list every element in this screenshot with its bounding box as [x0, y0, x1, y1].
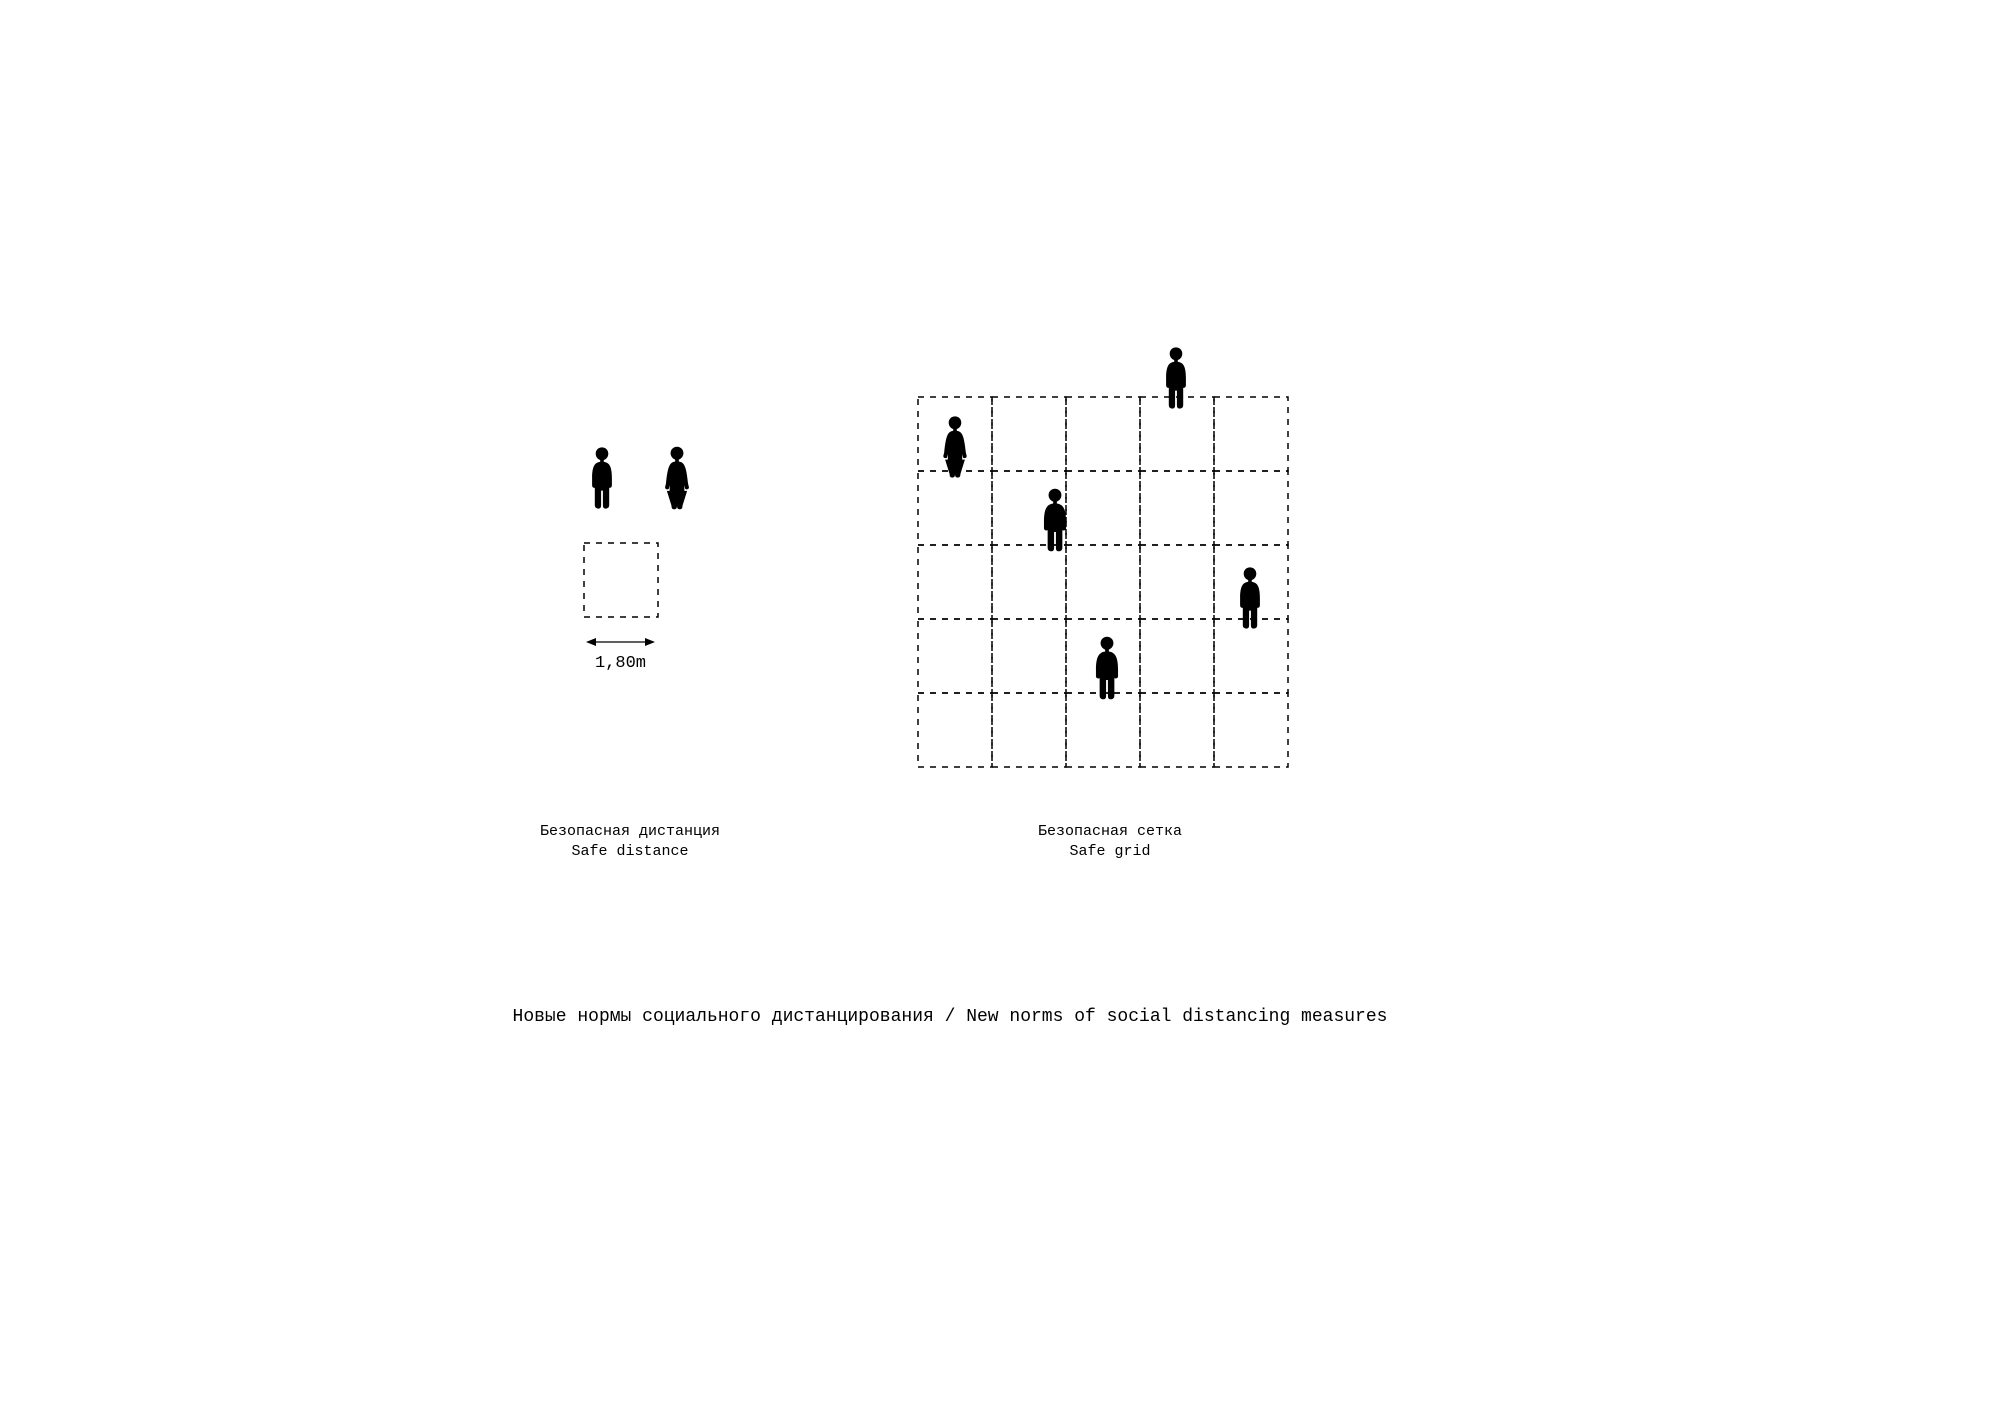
- caption-safe-grid: Безопасная сетка Safe grid: [1038, 822, 1182, 863]
- person-icon: [665, 447, 689, 510]
- grid-cell: [1066, 397, 1140, 471]
- person-icon: [943, 416, 966, 477]
- diagram-stage: Безопасная дистанция Safe distance Безоп…: [0, 0, 2000, 1414]
- grid-cell: [1214, 619, 1288, 693]
- grid-cell: [584, 543, 658, 617]
- arrowhead-left: [586, 638, 596, 646]
- grid-cell: [992, 619, 1066, 693]
- grid-cell: [1214, 471, 1288, 545]
- grid-cell: [918, 545, 992, 619]
- grid-cell: [1214, 693, 1288, 767]
- grid-cell: [1140, 397, 1214, 471]
- grid-cell: [992, 693, 1066, 767]
- person-icon: [1166, 347, 1186, 408]
- person-icon: [592, 447, 612, 508]
- grid-cell: [918, 693, 992, 767]
- grid-cell: [992, 397, 1066, 471]
- grid-cell: [992, 545, 1066, 619]
- grid-cell: [918, 471, 992, 545]
- person-icon: [1044, 489, 1066, 552]
- dimension-label: 1,80m: [595, 653, 646, 676]
- grid-cell: [1066, 545, 1140, 619]
- caption-safe-distance: Безопасная дистанция Safe distance: [540, 822, 720, 863]
- footer-text: Новые нормы социального дистанцирования …: [513, 1005, 1388, 1029]
- grid-cell: [918, 619, 992, 693]
- grid-cell: [1140, 545, 1214, 619]
- diagram-svg: [0, 0, 2000, 1414]
- grid-cell: [1066, 693, 1140, 767]
- grid-cell: [1214, 397, 1288, 471]
- person-icon: [1096, 637, 1118, 700]
- grid-cell: [1140, 619, 1214, 693]
- grid-cell: [1066, 471, 1140, 545]
- arrowhead-right: [645, 638, 655, 646]
- grid-cell: [1140, 471, 1214, 545]
- grid-cell: [1140, 693, 1214, 767]
